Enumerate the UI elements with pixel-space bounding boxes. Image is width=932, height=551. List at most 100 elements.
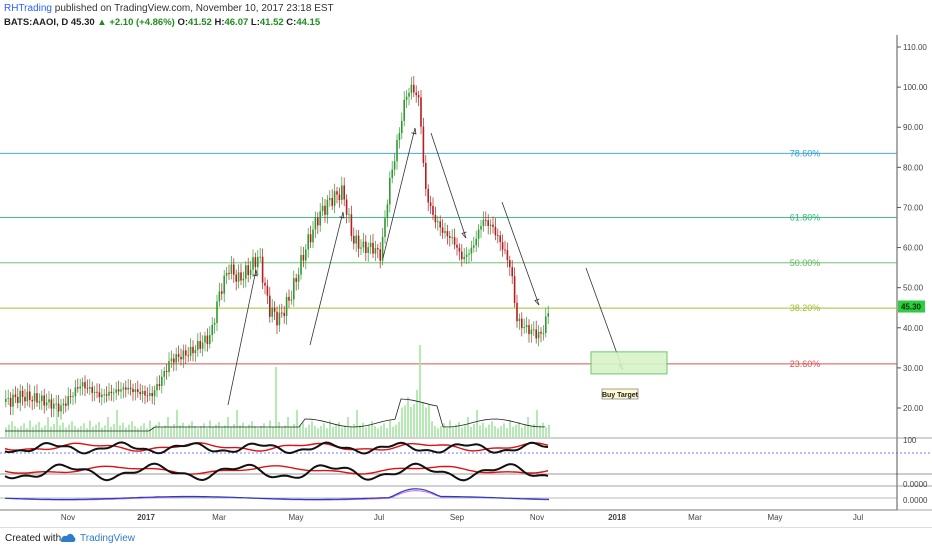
candle-body [115, 389, 117, 393]
candle-body [17, 396, 19, 403]
x-tick-label: Mar [212, 513, 226, 522]
candle-body [463, 256, 465, 260]
x-tick-label: Sep [450, 513, 465, 522]
publish-info: published on TradingView.com, November 1… [54, 3, 334, 14]
volume-bar [521, 427, 523, 437]
publish-header: RHTrading published on TradingView.com, … [4, 3, 334, 14]
volume-bar [509, 420, 511, 437]
volume-bar [83, 423, 85, 437]
price-chart[interactable]: 110.00 100.00 90.00 80.00 70.00 60.00 50.00 40.… [0, 0, 932, 527]
volume-bar [422, 402, 424, 437]
candle-body [401, 120, 403, 134]
candle-body [110, 391, 113, 394]
volume-bar [182, 422, 184, 437]
candle-body [465, 254, 468, 257]
candle-body [381, 236, 384, 261]
candle-body [477, 229, 480, 239]
candle-body [108, 391, 110, 396]
tradingview-brand[interactable]: TradingView [80, 533, 136, 544]
candle-body [485, 219, 487, 221]
candle-body [506, 250, 509, 261]
candle-body [408, 92, 410, 97]
candle-body [48, 399, 50, 403]
volume-bar [272, 426, 274, 437]
volume-bar [38, 421, 40, 437]
candle-body [72, 396, 74, 397]
volume-bar [314, 426, 316, 437]
trend-arrow [309, 211, 344, 346]
candle-body [501, 242, 504, 250]
candle-body [146, 395, 149, 397]
candle-body [77, 387, 79, 389]
candle-body [9, 397, 12, 407]
candle-body [134, 389, 137, 393]
volume-bar [242, 422, 244, 437]
candle-body [480, 226, 482, 230]
volume-bar [392, 426, 394, 437]
volume-bar [338, 421, 340, 437]
price-change: +2.10 (+4.86%) [109, 17, 175, 28]
candle-body [185, 350, 187, 356]
volume-ma-line [5, 398, 545, 432]
author-name[interactable]: RHTrading [4, 3, 52, 14]
candle-body [415, 92, 417, 96]
volume-bar [65, 427, 67, 437]
low-value: 41.52 [259, 17, 284, 28]
candle-body [33, 393, 36, 402]
candle-body [79, 386, 81, 389]
candle-body [91, 387, 93, 393]
volume-bar [377, 428, 379, 437]
volume-bar [92, 426, 94, 437]
candle-body [55, 403, 57, 405]
volume-bar [260, 426, 262, 437]
candle-body [65, 403, 67, 406]
x-tick-label: 2017 [137, 513, 155, 522]
volume-bar [374, 426, 376, 437]
fib-level-label: 61.80% [790, 212, 821, 222]
volume-bar [179, 425, 181, 437]
volume-bar [101, 427, 103, 437]
volume-bar [239, 425, 241, 437]
y-tick-label: 20.00 [903, 404, 924, 413]
volume-bar [194, 426, 196, 437]
volume-bar [293, 424, 295, 437]
close-value: 44.15 [296, 17, 321, 28]
candle-body [374, 248, 377, 254]
candle-body [228, 272, 230, 274]
volume-bar [32, 426, 34, 437]
candle-body [504, 249, 506, 251]
candle-body [350, 214, 353, 236]
candle-body [345, 199, 348, 215]
high-label: H: [214, 17, 225, 28]
candle-body [446, 231, 449, 237]
volume-bar [398, 421, 400, 437]
volume-bar [407, 397, 409, 437]
candle-body [307, 234, 309, 250]
candle-body [189, 346, 192, 356]
x-tick-label: Jul [374, 513, 384, 522]
candle-body [312, 229, 314, 243]
candle-body [31, 399, 33, 402]
candle-body [441, 227, 444, 233]
x-tick-label: May [288, 513, 303, 522]
volume-bar [50, 426, 52, 437]
candle-body [38, 401, 41, 403]
volume-bar [404, 405, 406, 437]
volume-bar [233, 424, 235, 437]
candle-body [163, 371, 165, 377]
candle-body [336, 191, 338, 195]
candle-body [120, 389, 122, 392]
fib-level-label: 78.60% [790, 148, 821, 158]
y-tick-label: 90.00 [903, 123, 924, 132]
volume-bar [278, 421, 280, 437]
candle-body [439, 221, 441, 228]
volume-bar [473, 424, 475, 437]
candle-body [302, 255, 305, 261]
candle-body [254, 257, 257, 268]
volume-bar [56, 410, 58, 437]
candle-body [132, 388, 134, 393]
x-tick-label: Nov [61, 513, 75, 522]
candle-body [14, 394, 17, 397]
volume-bar [47, 417, 49, 437]
candle-body [153, 390, 156, 397]
